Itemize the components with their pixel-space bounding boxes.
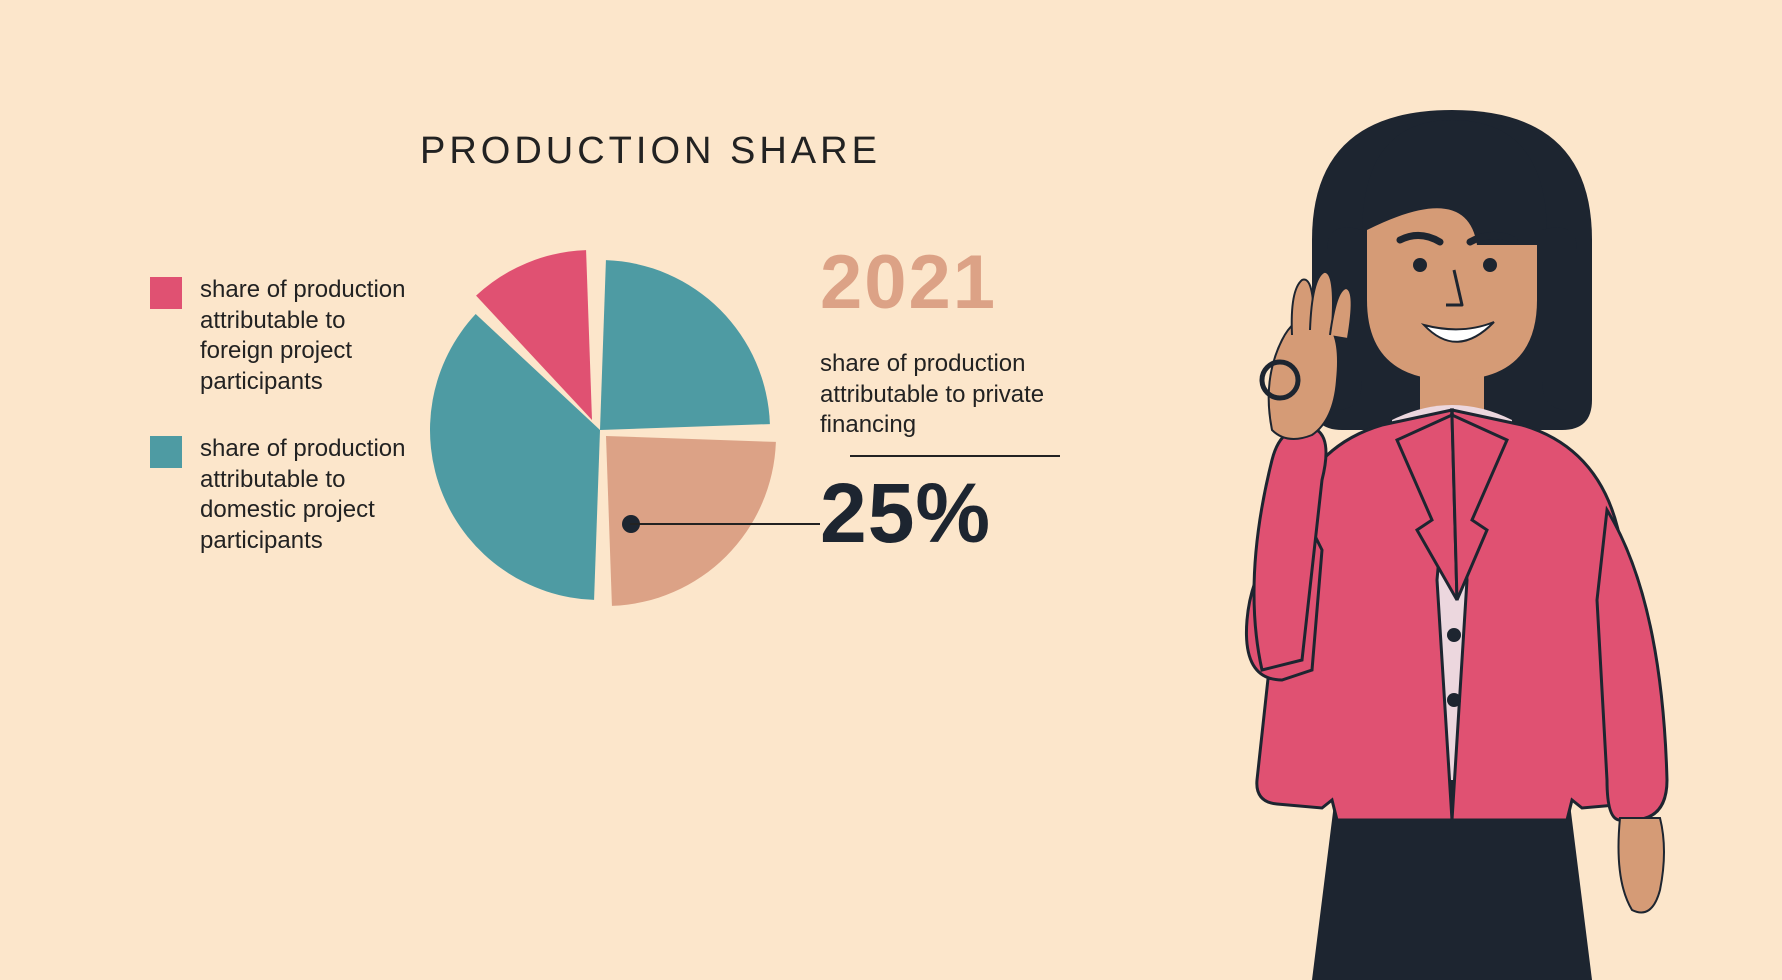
eye-left (1413, 258, 1427, 272)
legend-label-foreign: share of production attributable to fore… (200, 275, 410, 398)
callout-text: share of production attributable to priv… (820, 349, 1090, 441)
callout-leader-line (630, 523, 820, 525)
chart-title: PRODUCTION SHARE (420, 130, 881, 173)
legend-item-domestic: share of production attributable to dome… (150, 434, 410, 557)
callout: 2021 share of production attributable to… (820, 245, 1090, 562)
eye-right (1483, 258, 1497, 272)
legend-label-domestic: share of production attributable to dome… (200, 434, 410, 557)
callout-rule (850, 455, 1060, 457)
callout-year: 2021 (820, 245, 1090, 321)
jacket-button-2 (1447, 693, 1461, 707)
sleeve-right (1597, 510, 1667, 820)
person-svg (1162, 80, 1722, 980)
person-illustration (1162, 80, 1722, 980)
pie-svg (420, 250, 780, 610)
legend-swatch-domestic (150, 436, 182, 468)
jacket-button-1 (1447, 628, 1461, 642)
legend-swatch-foreign (150, 277, 182, 309)
pie-chart (420, 250, 780, 610)
callout-value: 25% (820, 465, 1090, 562)
pie-slice-domestic-top (600, 260, 770, 430)
infographic-canvas: PRODUCTION SHARE share of production att… (0, 0, 1782, 980)
legend-item-foreign: share of production attributable to fore… (150, 275, 410, 398)
hand-right (1619, 818, 1665, 913)
hair-side-right (1542, 228, 1577, 411)
legend: share of production attributable to fore… (150, 275, 410, 593)
